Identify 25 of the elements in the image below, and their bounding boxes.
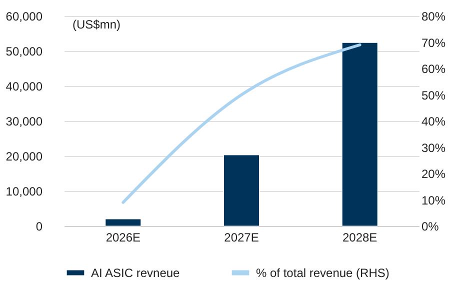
y-tick-label: 30,000 <box>6 114 43 128</box>
y-tick-label: 60,000 <box>6 10 43 24</box>
legend-label: AI ASIC revneue <box>91 266 180 280</box>
y2-tick-label: 30% <box>422 140 446 155</box>
y-tick-label: 40,000 <box>6 80 43 94</box>
bar <box>224 154 260 226</box>
x-tick-label: 2028E <box>342 230 378 244</box>
y2-tick-label: 70% <box>422 36 446 50</box>
y2-tick-label: 0% <box>422 220 440 234</box>
y-tick-label: 10,000 <box>6 184 43 198</box>
x-tick-label: 2026E <box>106 230 141 244</box>
y-tick-label: 0 <box>36 220 43 234</box>
y2-tick-label: 40% <box>422 114 446 128</box>
y2-tick-label: 50% <box>422 88 446 102</box>
y-tick-label: 20,000 <box>6 150 43 164</box>
bar <box>342 42 378 226</box>
y2-tick-label: 10% <box>422 193 446 208</box>
y-axis-title: (US$mn) <box>72 18 121 32</box>
x-tick-label: 2027E <box>224 230 259 244</box>
y2-tick-label: 80% <box>422 10 446 24</box>
y2-tick-label: 20% <box>422 167 446 181</box>
bar <box>105 218 142 226</box>
y2-tick-label: 60% <box>422 62 446 76</box>
y-tick-label: 50,000 <box>6 44 43 58</box>
legend-label: % of total revenue (RHS) <box>256 266 390 280</box>
